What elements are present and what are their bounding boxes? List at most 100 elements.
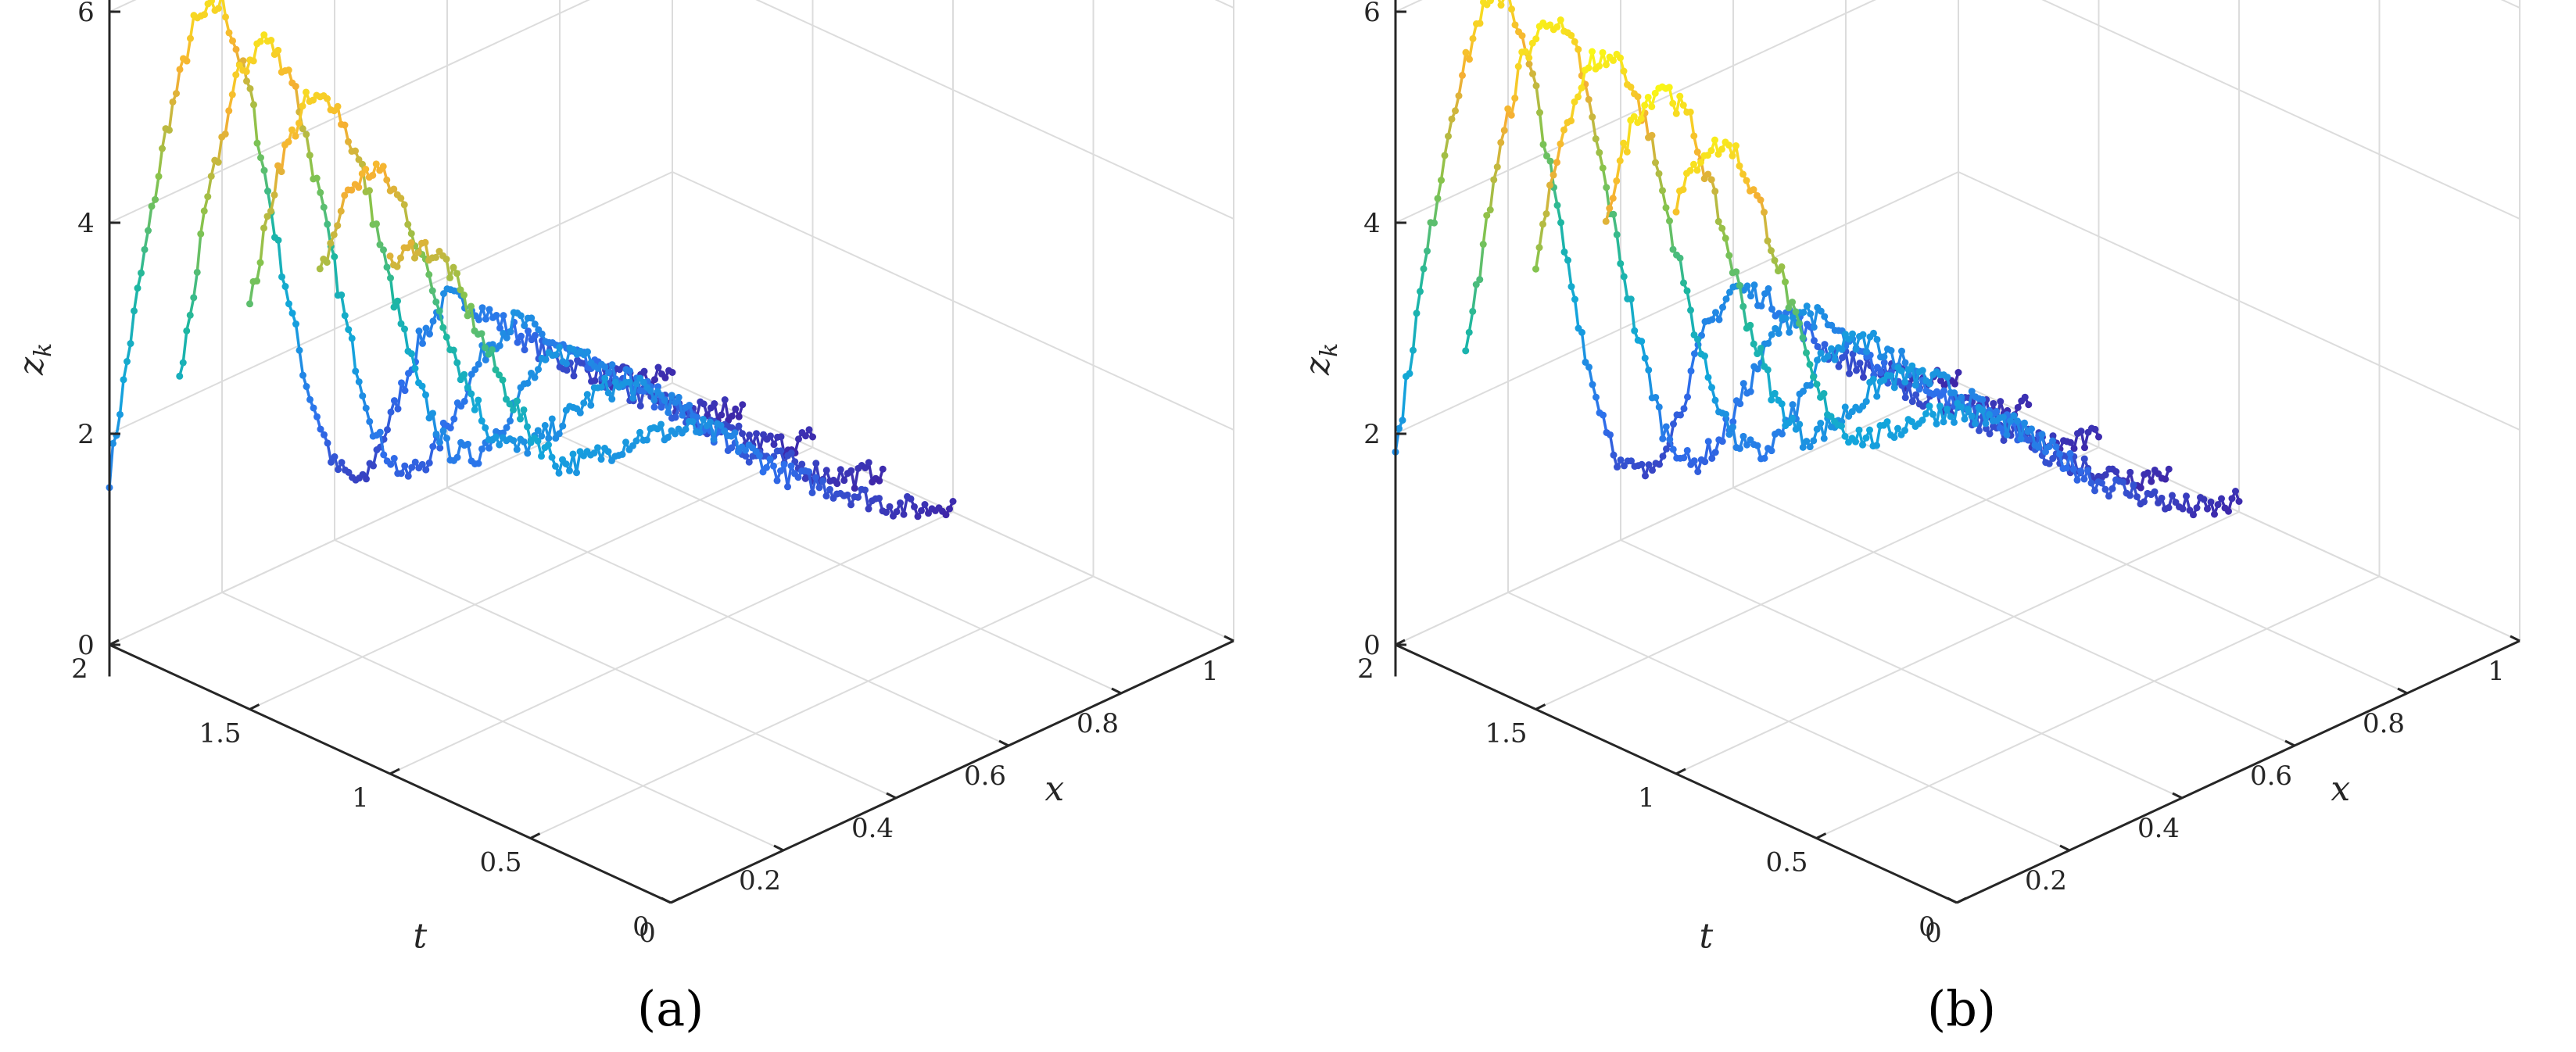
data-point bbox=[1607, 431, 1614, 438]
data-point bbox=[1810, 373, 1817, 381]
series-segment bbox=[308, 153, 315, 181]
data-point bbox=[285, 300, 292, 308]
data-point bbox=[1610, 451, 1618, 459]
data-point bbox=[148, 202, 156, 210]
data-point bbox=[159, 145, 166, 152]
t-tick bbox=[670, 896, 681, 904]
data-point bbox=[1630, 113, 1638, 120]
data-point bbox=[2144, 469, 2151, 477]
data-point bbox=[446, 424, 454, 432]
data-point bbox=[1725, 141, 1732, 149]
data-point bbox=[1968, 388, 1976, 395]
series-segment bbox=[181, 329, 188, 364]
data-point bbox=[636, 402, 644, 410]
data-point bbox=[1768, 305, 1775, 313]
data-point bbox=[583, 391, 591, 399]
data-point bbox=[1838, 422, 1845, 430]
t-tick-label: 1 bbox=[352, 782, 369, 814]
data-point bbox=[1645, 461, 1653, 469]
data-point bbox=[1732, 268, 1740, 276]
data-point bbox=[330, 231, 338, 238]
data-point bbox=[482, 344, 489, 352]
data-point bbox=[1873, 335, 1881, 343]
series-segment bbox=[1629, 298, 1636, 332]
data-point bbox=[166, 126, 173, 134]
data-point bbox=[131, 307, 138, 315]
data-point bbox=[1690, 457, 1698, 465]
data-point bbox=[1771, 389, 1779, 397]
data-point bbox=[492, 366, 500, 374]
data-point bbox=[555, 430, 563, 438]
data-point bbox=[2035, 443, 2042, 451]
data-point bbox=[1438, 177, 1445, 184]
data-point bbox=[1747, 321, 1754, 329]
data-point bbox=[1947, 413, 1954, 420]
data-point bbox=[1707, 147, 1715, 155]
data-point bbox=[605, 369, 612, 377]
data-point bbox=[883, 509, 890, 517]
series-segment bbox=[1675, 189, 1682, 213]
data-point bbox=[2169, 492, 2176, 499]
data-point bbox=[1693, 166, 1701, 174]
data-point bbox=[770, 462, 777, 470]
data-point bbox=[1521, 48, 1529, 55]
data-point bbox=[1483, 212, 1491, 220]
data-point bbox=[513, 445, 521, 453]
data-point bbox=[563, 367, 571, 374]
data-point bbox=[1800, 309, 1807, 317]
data-point bbox=[1894, 424, 1901, 432]
data-point bbox=[468, 390, 475, 398]
data-point bbox=[1486, 206, 1494, 214]
data-point bbox=[1863, 348, 1870, 356]
data-point bbox=[453, 359, 461, 367]
data-point bbox=[1476, 276, 1484, 284]
grid-line bbox=[109, 382, 673, 646]
data-point bbox=[1557, 219, 1564, 227]
data-point bbox=[1669, 245, 1677, 253]
data-point bbox=[636, 428, 643, 436]
data-point bbox=[679, 411, 686, 419]
data-point bbox=[2091, 487, 2098, 495]
data-point bbox=[422, 391, 429, 399]
data-point bbox=[1557, 16, 1564, 24]
data-point bbox=[580, 399, 588, 407]
series-segment bbox=[1591, 115, 1597, 141]
grid-line bbox=[1395, 171, 1959, 435]
x-tick-label: 0.8 bbox=[2363, 708, 2405, 739]
data-point bbox=[1940, 418, 1947, 426]
data-point bbox=[2095, 433, 2102, 441]
grid-line bbox=[109, 0, 590, 224]
data-point bbox=[2126, 468, 2134, 476]
data-point bbox=[246, 84, 254, 92]
series-segment bbox=[294, 84, 301, 113]
data-point bbox=[1500, 127, 1508, 134]
data-point bbox=[1958, 403, 1965, 411]
data-point bbox=[2158, 494, 2166, 502]
data-point bbox=[854, 493, 862, 501]
data-point bbox=[1754, 350, 1761, 358]
data-point bbox=[1828, 321, 1836, 329]
data-point bbox=[643, 436, 650, 444]
data-point bbox=[355, 184, 363, 191]
data-point bbox=[1726, 288, 1733, 296]
data-point bbox=[197, 230, 205, 238]
data-point bbox=[2091, 425, 2099, 433]
data-point bbox=[1567, 283, 1575, 291]
data-point bbox=[414, 249, 422, 256]
data-point bbox=[2105, 492, 2112, 500]
data-point bbox=[1958, 393, 1965, 401]
data-point bbox=[2084, 467, 2091, 474]
data-point bbox=[404, 244, 411, 252]
data-point bbox=[257, 154, 264, 162]
data-point bbox=[2134, 493, 2141, 501]
data-point bbox=[1593, 393, 1600, 401]
data-point bbox=[538, 330, 546, 338]
data-point bbox=[1539, 141, 1547, 148]
data-point bbox=[2063, 464, 2070, 472]
data-point bbox=[1648, 102, 1656, 110]
data-point bbox=[822, 492, 830, 500]
data-point bbox=[411, 364, 419, 372]
data-point bbox=[1592, 135, 1600, 143]
data-point bbox=[2038, 431, 2046, 438]
